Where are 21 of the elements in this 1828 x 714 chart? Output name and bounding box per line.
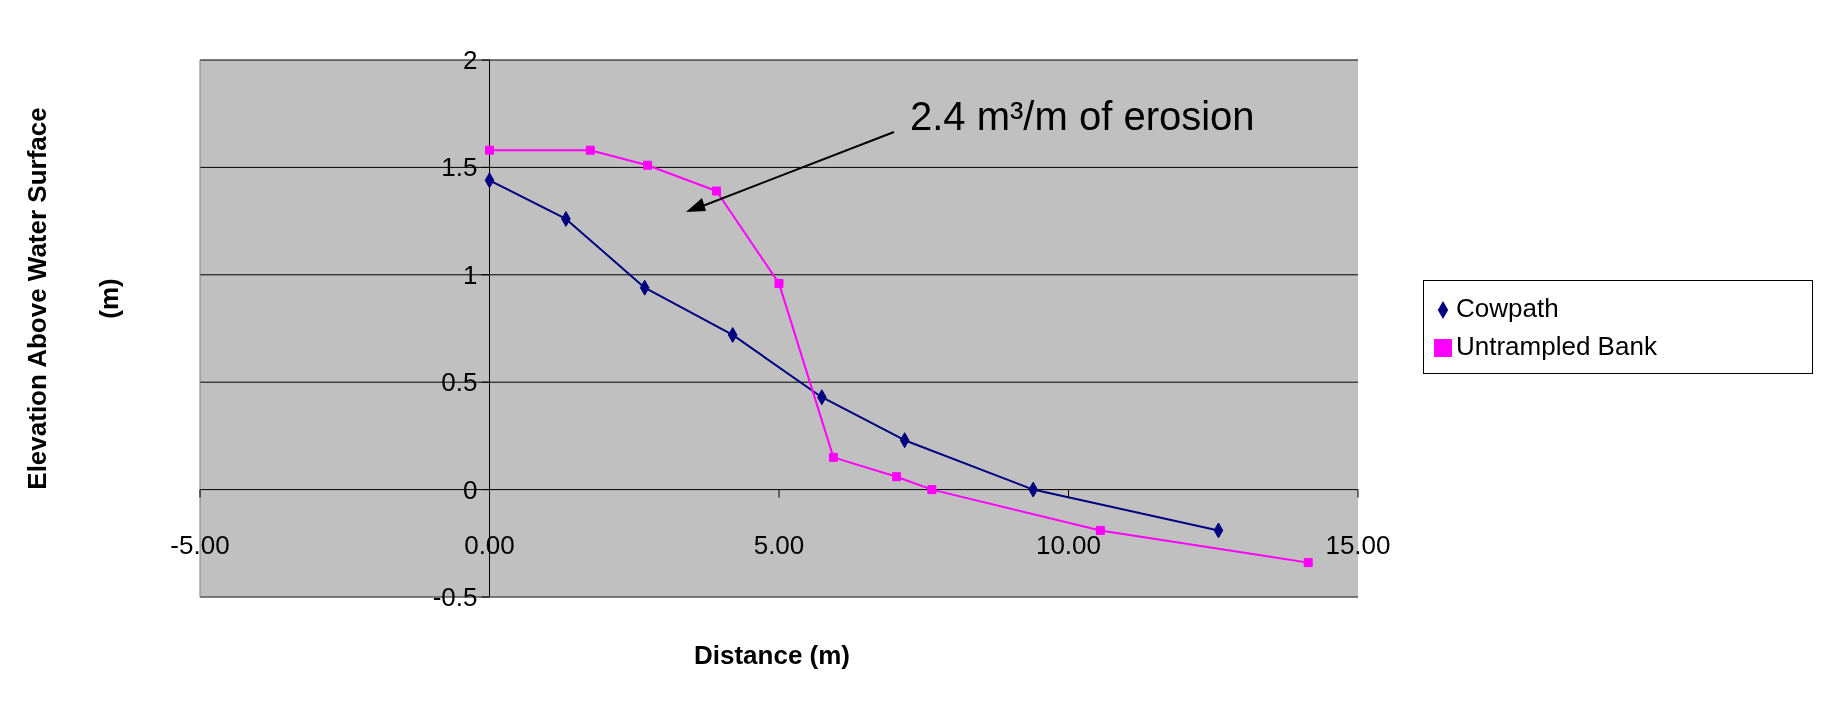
text: Elevation Above Water Surface (m) <box>22 107 124 490</box>
point <box>643 160 653 170</box>
point <box>1095 525 1105 535</box>
point <box>892 472 902 482</box>
point <box>585 145 595 155</box>
point <box>774 278 784 288</box>
point <box>828 452 838 462</box>
legend-label: Untrampled Bank <box>1456 331 1657 361</box>
x-axis-title: Distance (m) <box>693 640 851 670</box>
x-tick-label: 10.00 <box>1035 529 1102 560</box>
y-tick-label: -0.5 <box>432 582 478 612</box>
annotation: 2.4 m³/m of erosion <box>910 94 1255 138</box>
point <box>927 485 937 495</box>
x-tick-label: 15.00 <box>1325 529 1391 560</box>
legend-label: Cowpath <box>1456 293 1559 323</box>
x-tick-label: 5.00 <box>753 529 805 560</box>
point <box>485 145 494 155</box>
point <box>711 186 721 196</box>
point <box>1303 558 1313 568</box>
x-tick-label: -5.00 <box>170 529 230 560</box>
y-tick-label: 2 <box>463 45 478 75</box>
